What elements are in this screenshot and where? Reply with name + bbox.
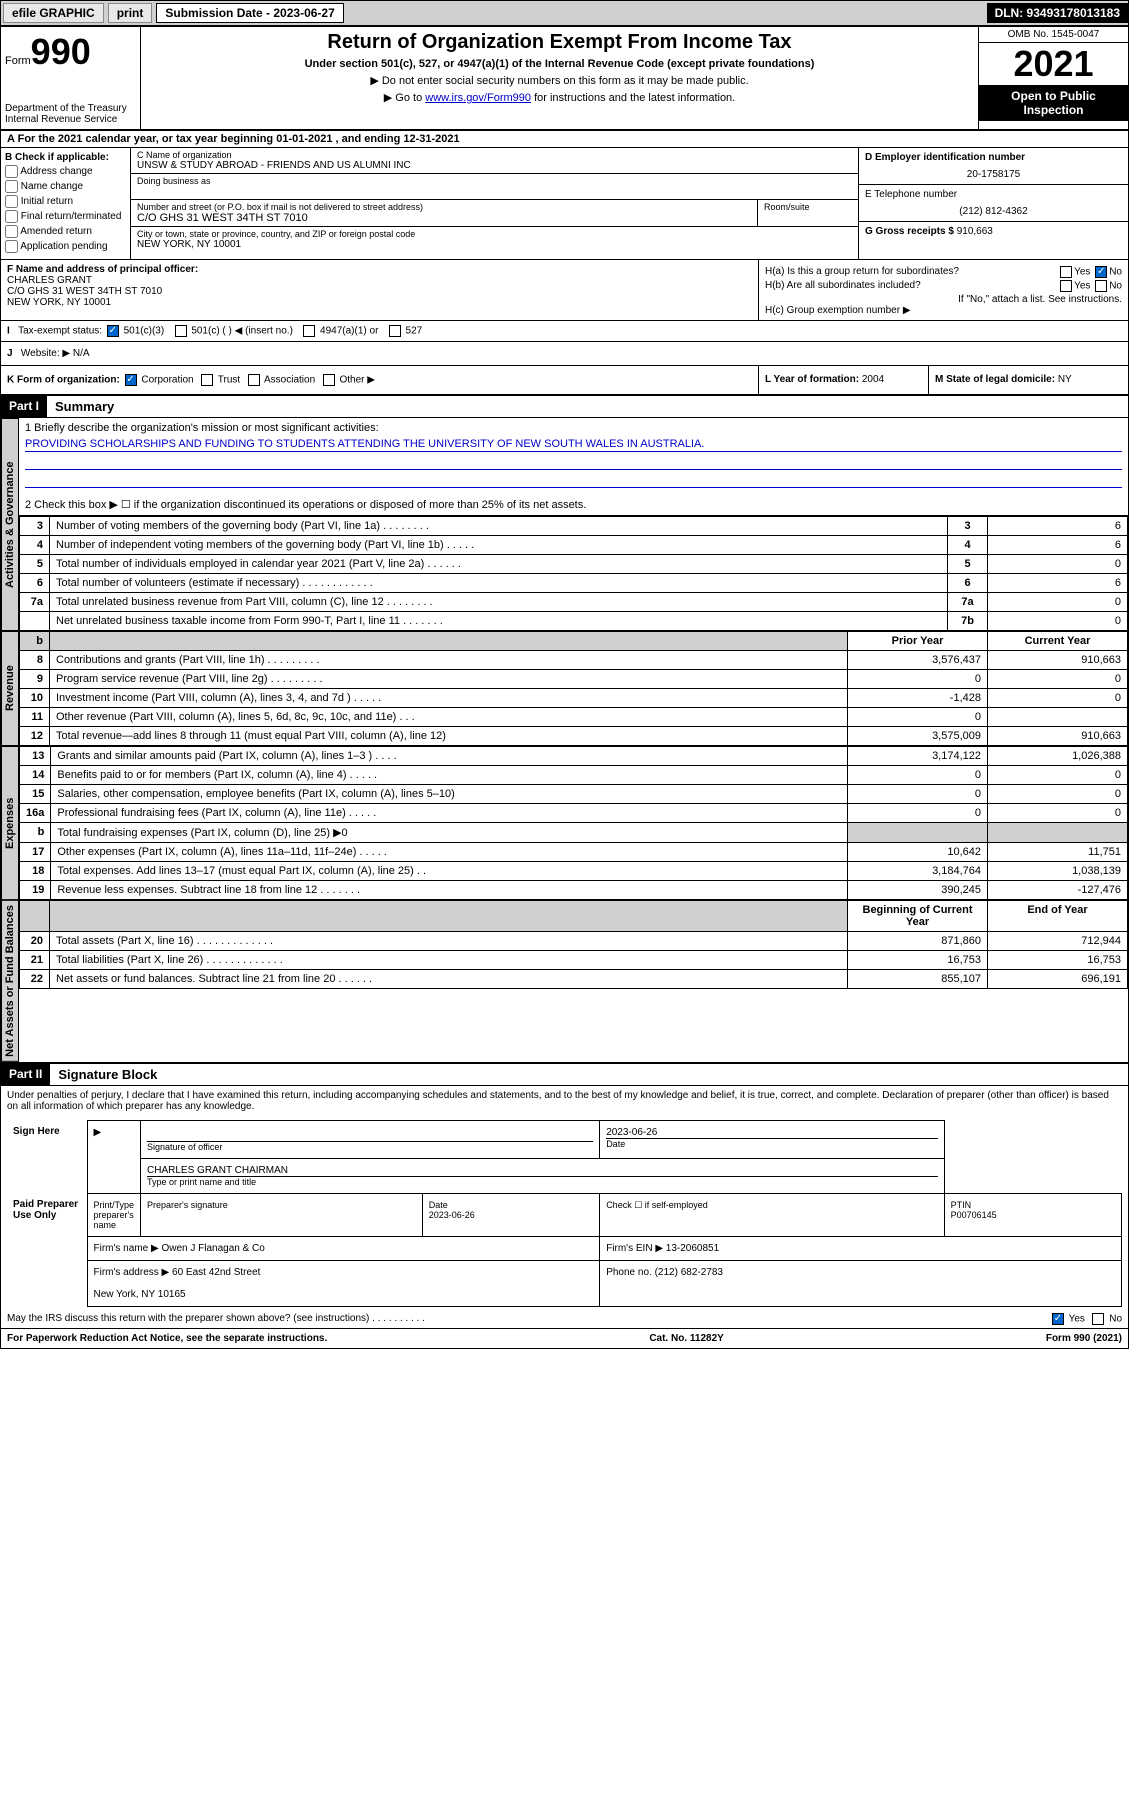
form-word: Form — [5, 55, 31, 67]
form-header: Form 990 Department of the Treasury Inte… — [1, 27, 1128, 131]
hb-no[interactable] — [1095, 280, 1107, 292]
hc-label: H(c) Group exemption number ▶ — [765, 305, 1122, 316]
chk-trust[interactable] — [201, 374, 213, 386]
chk-501c3[interactable]: ✓ — [107, 325, 119, 337]
mission-text: PROVIDING SCHOLARSHIPS AND FUNDING TO ST… — [25, 438, 1122, 452]
chk-initial-return[interactable] — [5, 195, 18, 208]
section-net-assets: Net Assets or Fund Balances — [1, 900, 19, 1062]
paid-preparer-label: Paid Preparer Use Only — [7, 1193, 87, 1306]
gross-receipts-value: 910,663 — [957, 226, 993, 237]
addr-label: Number and street (or P.O. box if mail i… — [137, 202, 751, 212]
chk-assoc[interactable] — [248, 374, 260, 386]
gross-receipts-label: G Gross receipts $ — [865, 226, 954, 237]
chk-address-change[interactable] — [5, 165, 18, 178]
ha-label: H(a) Is this a group return for subordin… — [765, 266, 959, 278]
section-expenses: Expenses — [1, 746, 19, 900]
form-footer: For Paperwork Reduction Act Notice, see … — [1, 1328, 1128, 1348]
firm-phone: (212) 682-2783 — [655, 1267, 723, 1278]
dba-label: Doing business as — [137, 176, 852, 186]
part1-title: Summary — [47, 396, 122, 417]
phone-label: E Telephone number — [865, 189, 1122, 200]
row-a-period: A For the 2021 calendar year, or tax yea… — [1, 131, 1128, 148]
declaration-text: Under penalties of perjury, I declare th… — [7, 1090, 1122, 1112]
sign-here-label: Sign Here — [7, 1120, 87, 1193]
chk-app-pending[interactable] — [5, 240, 18, 253]
section-governance: Activities & Governance — [1, 418, 19, 631]
website-label: Website: ▶ — [21, 348, 70, 359]
note-link: ▶ Go to www.irs.gov/Form990 for instruct… — [145, 91, 974, 104]
tax-year: 2021 — [979, 43, 1128, 85]
section-revenue: Revenue — [1, 631, 19, 746]
revenue-table: bPrior YearCurrent Year 8Contributions a… — [19, 631, 1128, 746]
open-inspection: Open to Public Inspection — [979, 85, 1128, 121]
chk-corp[interactable]: ✓ — [125, 374, 137, 386]
form-title: Return of Organization Exempt From Incom… — [145, 31, 974, 54]
signature-table: Sign Here ▶ Signature of officer 2023-06… — [7, 1120, 1122, 1307]
hb-label: H(b) Are all subordinates included? — [765, 280, 921, 292]
note-ssn: ▶ Do not enter social security numbers o… — [145, 74, 974, 87]
ein-value: 20-1758175 — [865, 169, 1122, 180]
print-button[interactable]: print — [108, 3, 153, 23]
dln-label: DLN: 93493178013183 — [987, 3, 1128, 23]
org-name: UNSW & STUDY ABROAD - FRIENDS AND US ALU… — [137, 160, 852, 171]
chk-amended[interactable] — [5, 225, 18, 238]
org-city: NEW YORK, NY 10001 — [137, 239, 852, 250]
org-name-label: C Name of organization — [137, 150, 852, 160]
form-number: 990 — [31, 31, 91, 73]
state-domicile: NY — [1058, 374, 1072, 385]
org-address: C/O GHS 31 WEST 34TH ST 7010 — [137, 212, 751, 224]
omb-number: OMB No. 1545-0047 — [979, 27, 1128, 43]
room-suite-label: Room/suite — [758, 200, 858, 226]
net-assets-table: Beginning of Current YearEnd of Year 20T… — [19, 900, 1128, 989]
form-subtitle: Under section 501(c), 527, or 4947(a)(1)… — [145, 58, 974, 70]
submission-date: Submission Date - 2023-06-27 — [156, 3, 343, 23]
chk-final-return[interactable] — [5, 210, 18, 223]
firm-ein: 13-2060851 — [666, 1243, 719, 1254]
ha-yes[interactable] — [1060, 266, 1072, 278]
top-toolbar: efile GRAPHIC print Submission Date - 20… — [0, 0, 1129, 26]
irs-no[interactable] — [1092, 1313, 1104, 1325]
officer-name: CHARLES GRANT — [7, 275, 752, 286]
hb-yes[interactable] — [1060, 280, 1072, 292]
irs-link[interactable]: www.irs.gov/Form990 — [425, 92, 531, 104]
officer-label: F Name and address of principal officer: — [7, 264, 752, 275]
chk-501c[interactable] — [175, 325, 187, 337]
efile-button[interactable]: efile GRAPHIC — [3, 3, 104, 23]
expenses-table: 13Grants and similar amounts paid (Part … — [19, 746, 1128, 900]
line2-text: 2 Check this box ▶ ☐ if the organization… — [25, 498, 1122, 511]
ha-no[interactable]: ✓ — [1095, 266, 1107, 278]
phone-value: (212) 812-4362 — [865, 206, 1122, 217]
chk-other[interactable] — [323, 374, 335, 386]
officer-addr: C/O GHS 31 WEST 34TH ST 7010 NEW YORK, N… — [7, 286, 752, 308]
part2-header: Part II — [1, 1064, 50, 1085]
chk-4947[interactable] — [303, 325, 315, 337]
year-formation: 2004 — [862, 374, 884, 385]
mission-label: 1 Briefly describe the organization's mi… — [25, 422, 1122, 434]
governance-table: 3Number of voting members of the governi… — [19, 516, 1128, 631]
part2-title: Signature Block — [50, 1064, 165, 1085]
city-label: City or town, state or province, country… — [137, 229, 852, 239]
firm-name: Owen J Flanagan & Co — [161, 1243, 264, 1254]
chk-527[interactable] — [389, 325, 401, 337]
box-b: B Check if applicable: Address change Na… — [1, 148, 131, 259]
irs-yes[interactable]: ✓ — [1052, 1313, 1064, 1325]
may-irs-discuss: May the IRS discuss this return with the… — [7, 1313, 425, 1324]
website-value: N/A — [73, 348, 90, 359]
part1-header: Part I — [1, 396, 47, 417]
hb-note: If "No," attach a list. See instructions… — [765, 294, 1122, 305]
form-990: Form 990 Department of the Treasury Inte… — [0, 26, 1129, 1349]
dept-treasury: Department of the Treasury Internal Reve… — [5, 103, 136, 125]
ein-label: D Employer identification number — [865, 152, 1122, 163]
chk-name-change[interactable] — [5, 180, 18, 193]
